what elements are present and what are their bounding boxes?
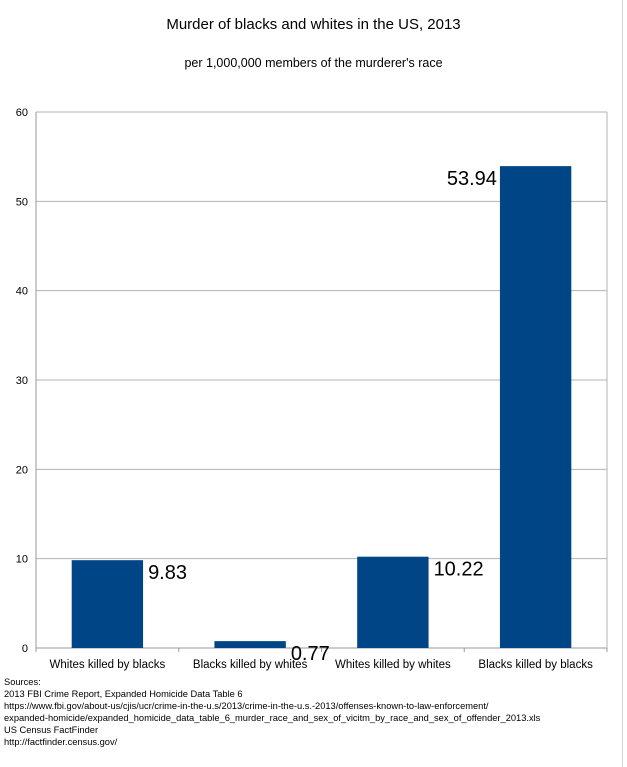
source-line: https://www.fbi.gov/about-us/cjis/ucr/cr… <box>4 701 489 711</box>
source-line: US Census FactFinder <box>4 725 99 735</box>
chart-title: Murder of blacks and whites in the US, 2… <box>166 16 461 33</box>
source-line: 2013 FBI Crime Report, Expanded Homicide… <box>4 689 243 699</box>
bars <box>71 166 572 649</box>
y-tick-label: 60 <box>16 107 28 119</box>
source-line: expanded-homicide/expanded_homicide_data… <box>4 713 541 723</box>
x-category-label: Blacks killed by whites <box>193 659 308 671</box>
bar <box>499 166 572 649</box>
y-tick-label: 30 <box>16 375 28 387</box>
y-tick-label: 50 <box>16 196 28 208</box>
sources-block: Sources: 2013 FBI Crime Report, Expanded… <box>4 676 540 748</box>
data-label: 53.94 <box>447 168 497 190</box>
data-labels: 9.83 0.77 10.22 53.94 <box>148 168 497 665</box>
x-category-label: Whites killed by whites <box>335 659 451 671</box>
source-line: http://factfinder.census.gov/ <box>4 737 118 747</box>
y-tick-label: 10 <box>16 554 28 566</box>
y-tick-label: 40 <box>16 286 28 298</box>
sources-heading: Sources: <box>4 677 41 687</box>
bar <box>214 641 286 648</box>
y-tick-label: 20 <box>16 464 28 476</box>
bar-chart: 0 10 20 30 40 50 60 Whites killed by blacks Bla… <box>16 107 608 671</box>
chart-subtitle: per 1,000,000 members of the murderer's … <box>184 56 443 70</box>
bar <box>71 560 144 648</box>
bar <box>357 556 429 648</box>
y-tick-label: 0 <box>22 643 28 655</box>
x-axis-categories: Whites killed by blacks Blacks killed by … <box>50 659 594 671</box>
data-label: 10.22 <box>434 559 484 581</box>
data-label: 0.77 <box>291 643 330 665</box>
frame-edge <box>622 0 623 767</box>
x-category-label: Blacks killed by blacks <box>478 659 593 671</box>
x-category-label: Whites killed by blacks <box>50 659 166 671</box>
y-axis-ticks: 0 10 20 30 40 50 60 <box>16 107 28 655</box>
data-label: 9.83 <box>148 562 187 584</box>
